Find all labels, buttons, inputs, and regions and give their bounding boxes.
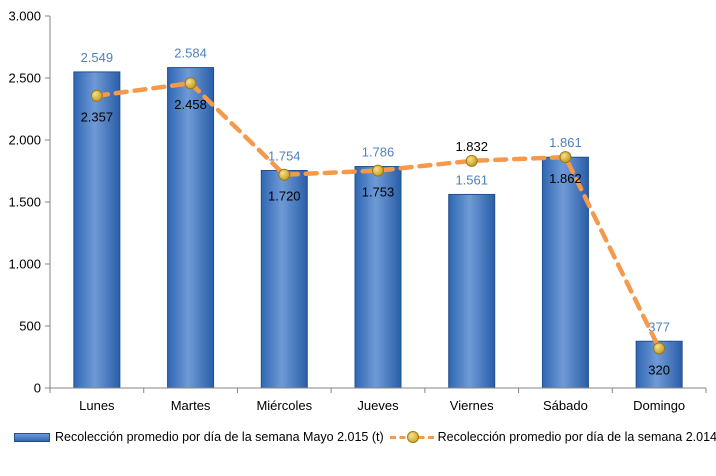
x-tick-label: Martes: [171, 398, 211, 413]
y-tick-label: 500: [19, 319, 41, 334]
x-tick-label: Miércoles: [256, 398, 312, 413]
legend-item-bar: Recolección promedio por día de la seman…: [14, 430, 384, 444]
y-tick-label: 2.000: [8, 133, 41, 148]
y-tick-label: 2.500: [8, 71, 41, 86]
line-data-label: 1.832: [455, 139, 488, 154]
bar: [260, 170, 308, 389]
legend: Recolección promedio por día de la seman…: [14, 430, 716, 444]
bar-series: 2.549 2.584 1.754 1.786 1.561 1.861 377: [73, 46, 683, 389]
x-tick-label: Domingo: [633, 398, 685, 413]
line-marker: [653, 342, 666, 355]
x-tick-label: Lunes: [79, 398, 115, 413]
y-tick-label: 0: [34, 381, 41, 396]
bar: [167, 67, 215, 389]
bar: [541, 156, 589, 389]
line-data-label: 1.753: [362, 185, 395, 200]
y-tick-label: 1.500: [8, 195, 41, 210]
x-tick-label: Jueves: [357, 398, 399, 413]
y-tick-label: 1.000: [8, 257, 41, 272]
line-marker: [465, 154, 478, 167]
line-marker: [559, 151, 572, 164]
legend-bar-label: Recolección promedio por día de la seman…: [55, 430, 384, 444]
line-marker: [90, 89, 103, 102]
bar-data-label: 1.754: [268, 149, 301, 164]
line-series: 2.357 2.458 1.720 1.753 1.832 1.862 320: [81, 77, 670, 377]
bar-data-label: 1.561: [455, 172, 488, 187]
bar: [73, 71, 121, 389]
line-data-label: 2.458: [174, 97, 207, 112]
line-data-label: 320: [648, 362, 670, 377]
line-marker: [372, 164, 384, 177]
line-data-label: 2.357: [81, 110, 114, 125]
line-marker: [184, 77, 197, 90]
line-data-label: 1.720: [268, 189, 301, 204]
bar: [448, 193, 496, 389]
y-tick-label: 3.000: [8, 9, 41, 24]
bar: [354, 166, 402, 389]
bar-data-label: 2.549: [81, 50, 114, 65]
bar-data-label: 2.584: [174, 46, 207, 61]
legend-bar-swatch: [14, 432, 50, 442]
legend-line-label: Recolección promedio por día de la seman…: [437, 430, 716, 444]
line-marker: [278, 168, 291, 181]
x-tick-label: Sábado: [543, 398, 588, 413]
bar-data-label: 1.861: [549, 135, 582, 150]
x-axis: Lunes Martes Miércoles Jueves Viernes Sábado D…: [49, 387, 707, 413]
bar-data-label: 377: [648, 319, 670, 334]
y-axis: 0 500 1.000 1.500 2.000 2.500 3.000: [8, 9, 51, 396]
x-tick-label: Viernes: [450, 398, 494, 413]
bar-data-label: 1.786: [362, 145, 395, 160]
legend-line-swatch: [389, 431, 434, 443]
line-data-label: 1.862: [549, 171, 582, 186]
legend-item-line: Recolección promedio por día de la seman…: [384, 430, 716, 444]
